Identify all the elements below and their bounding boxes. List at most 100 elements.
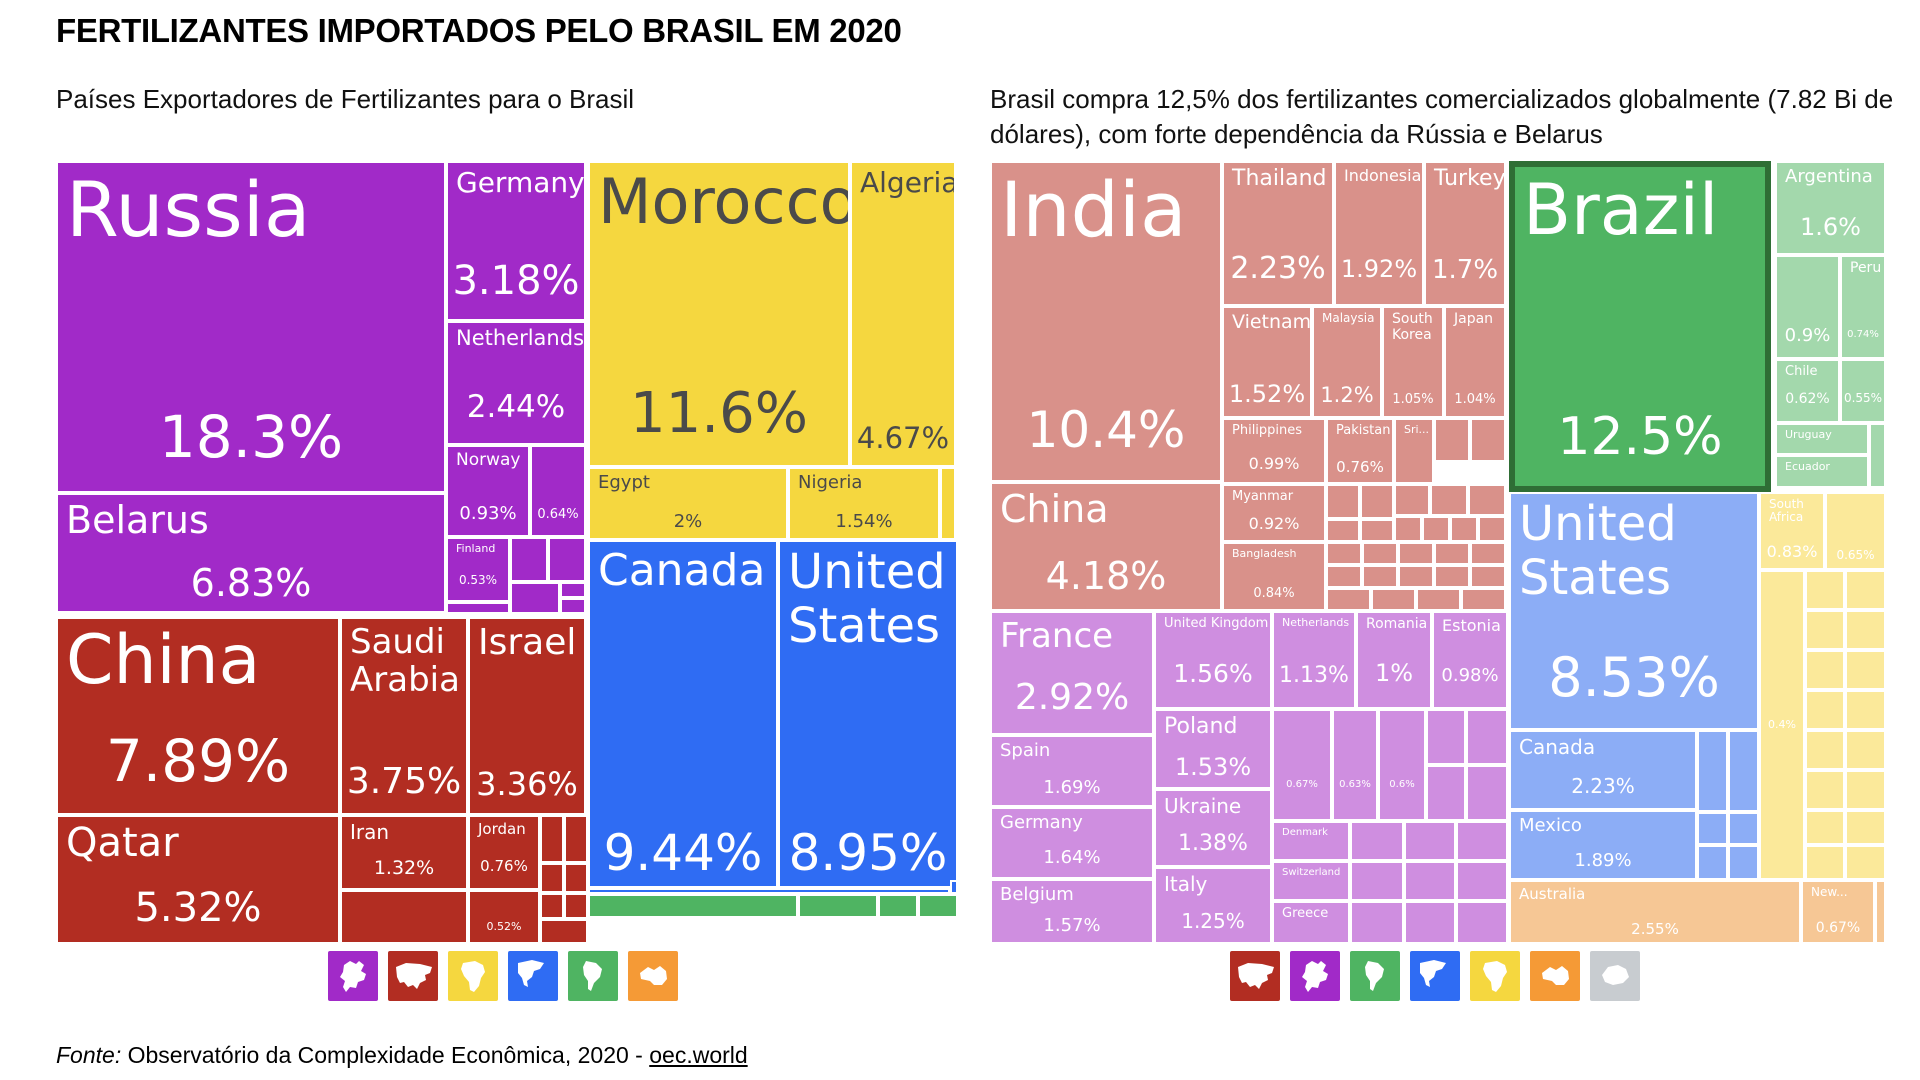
left-minor-tile-8[interactable] [564, 815, 588, 863]
tile-japan[interactable]: Japan 1.04% [1444, 306, 1506, 418]
tile-bangladesh[interactable]: Bangladesh 0.84% [1222, 542, 1326, 611]
asia-icon[interactable] [388, 951, 438, 1001]
tile-myanmar[interactable]: Myanmar 0.92% [1222, 484, 1326, 542]
right-minor-tile-18[interactable] [1326, 565, 1362, 588]
tile-india[interactable]: India 10.4% [990, 161, 1222, 482]
tile-norway[interactable]: Norway 0.93% [446, 445, 530, 537]
right-minor-tile-12[interactable] [1478, 516, 1506, 542]
right-minor-tile-53[interactable] [1805, 690, 1845, 730]
tile-algeria[interactable]: Algeria 4.67% [850, 161, 956, 467]
right-minor-tile-34[interactable] [1350, 861, 1404, 901]
left-minor-tile-13[interactable] [540, 919, 588, 944]
right-minor-tile-32[interactable] [1404, 821, 1456, 861]
right-minor-tile-20[interactable] [1398, 565, 1434, 588]
tile-unlabeled-4[interactable]: 0.64% [530, 445, 586, 537]
right-minor-tile-59[interactable] [1805, 810, 1845, 845]
right-minor-tile-30[interactable] [1466, 765, 1508, 821]
source-link[interactable]: oec.world [649, 1042, 748, 1068]
tile-denmark[interactable]: Denmark [1272, 821, 1350, 861]
tile-israel[interactable]: Israel 3.36% [468, 617, 586, 815]
tile-unlabeled-29[interactable]: 0.63% [1332, 709, 1378, 821]
tile-new[interactable]: New... 0.67% [1801, 880, 1875, 944]
right-minor-tile-46[interactable] [1728, 845, 1759, 880]
right-minor-tile-60[interactable] [1845, 810, 1886, 845]
tile-jordan[interactable]: Jordan 0.76% [468, 815, 540, 890]
right-minor-tile-14[interactable] [1362, 542, 1398, 565]
north-america-icon[interactable] [508, 951, 558, 1001]
right-minor-tile-37[interactable] [1350, 901, 1404, 944]
north-america-icon[interactable] [1410, 951, 1460, 1001]
right-minor-tile-3[interactable] [1430, 484, 1468, 516]
right-minor-tile-39[interactable] [1456, 901, 1508, 944]
tile-spain[interactable]: Spain 1.69% [990, 735, 1154, 807]
tile-unlabeled-28[interactable]: 0.67% [1272, 709, 1332, 821]
right-minor-tile-24[interactable] [1371, 588, 1416, 611]
tile-argentina[interactable]: Argentina 1.6% [1775, 161, 1886, 255]
right-minor-tile-31[interactable] [1350, 821, 1404, 861]
tile-china[interactable]: China 7.89% [56, 617, 340, 815]
right-minor-tile-9[interactable] [1394, 516, 1422, 542]
right-minor-tile-29[interactable] [1426, 765, 1466, 821]
right-minor-tile-23[interactable] [1326, 588, 1371, 611]
tile-belarus[interactable]: Belarus 6.83% [56, 493, 446, 613]
tile-egypt[interactable]: Egypt 2% [588, 467, 788, 540]
right-minor-tile-49[interactable] [1805, 610, 1845, 650]
tile-germany[interactable]: Germany 1.64% [990, 807, 1154, 879]
tile-poland[interactable]: Poland 1.53% [1154, 709, 1272, 789]
oceania-icon[interactable] [1530, 951, 1580, 1001]
right-minor-tile-35[interactable] [1404, 861, 1456, 901]
left-minor-tile-7[interactable] [540, 815, 564, 863]
right-minor-tile-54[interactable] [1845, 690, 1886, 730]
right-minor-tile-44[interactable] [1728, 812, 1759, 845]
tile-italy[interactable]: Italy 1.25% [1154, 867, 1272, 944]
africa-icon[interactable] [1470, 951, 1520, 1001]
left-minor-tile-18[interactable] [798, 894, 878, 918]
left-minor-tile-16[interactable] [950, 880, 958, 894]
tile-unlabeled-44[interactable]: 0.4% [1759, 570, 1805, 880]
tile-canada[interactable]: Canada 9.44% [588, 540, 778, 888]
left-minor-tile-10[interactable] [564, 863, 588, 893]
tile-netherlands[interactable]: Netherlands 2.44% [446, 321, 586, 445]
right-minor-tile-50[interactable] [1845, 610, 1886, 650]
tile-ukraine[interactable]: Ukraine 1.38% [1154, 789, 1272, 867]
left-minor-tile-0[interactable] [940, 467, 956, 540]
right-minor-tile-26[interactable] [1461, 588, 1506, 611]
right-minor-tile-38[interactable] [1404, 901, 1456, 944]
right-minor-tile-51[interactable] [1805, 650, 1845, 690]
right-minor-tile-1[interactable] [1470, 418, 1506, 462]
left-minor-tile-6[interactable] [446, 602, 510, 614]
right-minor-tile-52[interactable] [1845, 650, 1886, 690]
tile-unlabeled-43[interactable]: 0.65% [1825, 492, 1886, 570]
left-minor-tile-12[interactable] [564, 893, 588, 919]
left-minor-tile-20[interactable] [918, 894, 958, 918]
tile-romania[interactable]: Romania 1% [1356, 611, 1432, 709]
tile-pakistan[interactable]: Pakistan 0.76% [1326, 418, 1394, 484]
right-minor-tile-4[interactable] [1468, 484, 1506, 516]
right-minor-tile-25[interactable] [1416, 588, 1461, 611]
right-minor-tile-47[interactable] [1805, 570, 1845, 610]
tile-peru[interactable]: Peru 0.74% [1840, 255, 1886, 359]
right-minor-tile-19[interactable] [1362, 565, 1398, 588]
tile-qatar[interactable]: Qatar 5.32% [56, 815, 340, 944]
right-minor-tile-61[interactable] [1805, 845, 1845, 880]
left-minor-tile-14[interactable] [340, 890, 468, 944]
tile-netherlands[interactable]: Netherlands 1.13% [1272, 611, 1356, 709]
tile-malaysia[interactable]: Malaysia 1.2% [1312, 306, 1382, 418]
left-minor-tile-1[interactable] [510, 537, 548, 582]
left-minor-tile-17[interactable] [588, 894, 798, 918]
tile-brazil[interactable]: Brazil 12.5% [1509, 161, 1771, 492]
oceania-icon[interactable] [628, 951, 678, 1001]
antarctica-icon[interactable] [1590, 951, 1640, 1001]
tile-saudi-arabia[interactable]: Saudi Arabia 3.75% [340, 617, 468, 815]
tile-belgium[interactable]: Belgium 1.57% [990, 879, 1154, 944]
right-minor-tile-33[interactable] [1456, 821, 1508, 861]
tile-uruguay[interactable]: Uruguay [1775, 423, 1869, 455]
left-minor-tile-2[interactable] [548, 537, 586, 582]
right-minor-tile-56[interactable] [1845, 730, 1886, 770]
right-minor-tile-36[interactable] [1456, 861, 1508, 901]
right-minor-tile-45[interactable] [1697, 845, 1728, 880]
south-america-icon[interactable] [1350, 951, 1400, 1001]
right-minor-tile-22[interactable] [1470, 565, 1506, 588]
tile-united-kingdom[interactable]: United Kingdom 1.56% [1154, 611, 1272, 709]
tile-switzerland[interactable]: Switzerland [1272, 861, 1350, 901]
